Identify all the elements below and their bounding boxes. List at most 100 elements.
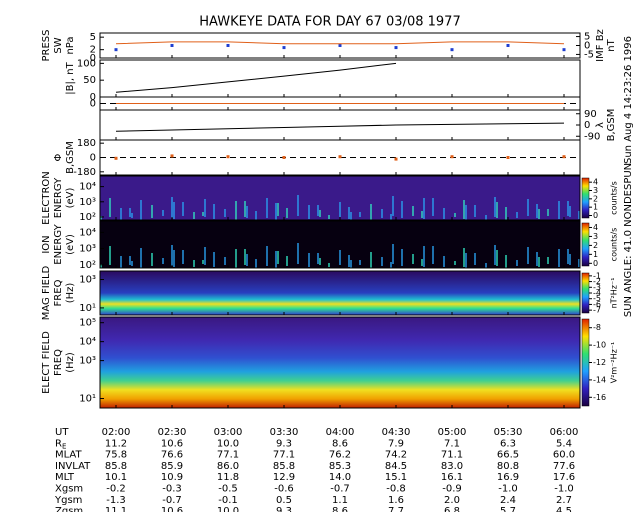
cell: -1.3	[106, 495, 126, 506]
cell: 7.1	[444, 438, 460, 449]
cell: 4.5	[556, 506, 572, 512]
streak	[558, 201, 560, 219]
y2-tick-label: 0	[584, 120, 590, 131]
streak	[538, 257, 540, 267]
row-label-sub: E	[62, 442, 66, 450]
colorbar-tick-label: -7	[593, 306, 601, 315]
cell: -0.8	[386, 484, 406, 495]
panel-label: ENERGY	[53, 177, 64, 218]
y-tick-label: 0	[90, 99, 96, 110]
colorbar-tick-label: -4	[593, 289, 601, 298]
colorbar-tick-label: -3	[593, 283, 601, 292]
panel-label: ELECTRON	[41, 171, 52, 225]
streak	[173, 250, 175, 267]
streak	[485, 215, 487, 220]
streak	[140, 248, 142, 268]
streak	[317, 205, 319, 216]
spectrogram	[100, 271, 580, 315]
colorbar-label: counts/s	[610, 181, 619, 215]
sun-angle: SUN ANGLE: 41.0 NONDESPUN	[623, 163, 634, 317]
colorbar-tick-label: 4	[593, 178, 598, 187]
cell: 9.3	[276, 506, 292, 512]
cell: -0.3	[162, 484, 182, 495]
streak	[151, 253, 153, 266]
colorbar	[581, 318, 590, 407]
data-point	[114, 156, 118, 160]
streak	[443, 256, 445, 267]
streak	[317, 253, 319, 264]
title: HAWKEYE DATA FOR DAY 67 03/08 1977	[199, 15, 460, 30]
right-label: B,GSM	[606, 109, 617, 142]
cell: -1.0	[554, 484, 574, 495]
y-tick-label: 10³	[79, 197, 96, 208]
panel-label: ION	[41, 235, 52, 253]
cell: 2.0	[444, 495, 460, 506]
streak	[182, 202, 184, 216]
streak	[129, 208, 131, 217]
cell: 11.1	[105, 506, 127, 512]
cell: 2.7	[556, 495, 572, 506]
cell: 15.1	[385, 472, 407, 483]
streak	[162, 258, 164, 264]
streak	[465, 205, 467, 220]
streak	[131, 213, 133, 218]
y-tick-label: 10³	[79, 244, 96, 255]
colorbar-tick-label: -8	[593, 323, 601, 332]
colorbar	[581, 272, 590, 314]
streak	[255, 211, 257, 220]
cell: 02:00	[102, 427, 131, 438]
cell: 11.8	[217, 472, 239, 483]
cell: 10.1	[105, 472, 127, 483]
streak	[319, 210, 321, 217]
y-tick-label: 50	[83, 75, 96, 86]
streak	[381, 209, 383, 218]
panel-label: FREQ	[53, 349, 64, 376]
streak	[339, 250, 341, 265]
colorbar	[581, 222, 590, 267]
cell: 06:00	[550, 427, 579, 438]
streak	[496, 202, 498, 218]
data-point	[114, 48, 118, 52]
colorbar-tick-label: 1	[593, 203, 598, 212]
y2-tick-label: -90	[584, 131, 600, 142]
colorbar	[581, 177, 590, 219]
streak	[266, 246, 268, 266]
data-point	[282, 156, 286, 159]
streak	[516, 212, 518, 218]
data-point	[394, 157, 398, 161]
colorbar-tick-label: 1	[593, 250, 598, 259]
streak	[527, 199, 529, 216]
streak	[348, 207, 350, 219]
spectrogram	[100, 317, 580, 408]
row-label: MLAT	[55, 450, 82, 461]
streak	[390, 214, 392, 220]
streak	[266, 198, 268, 218]
cell: 85.8	[273, 461, 295, 472]
colorbar-tick-label: -14	[593, 375, 606, 384]
colorbar-tick-label: 4	[593, 223, 598, 232]
streak	[277, 251, 279, 264]
streak	[547, 257, 549, 264]
streak	[370, 252, 372, 268]
cell: 7.7	[388, 506, 404, 512]
y2-tick-label: 5	[584, 32, 590, 43]
cell: 05:00	[438, 427, 467, 438]
y-tick-label: 10¹	[79, 303, 96, 314]
data-point	[282, 46, 286, 50]
data-point	[170, 44, 174, 47]
cell: 03:30	[270, 427, 299, 438]
streak	[319, 258, 321, 265]
streak	[423, 198, 425, 219]
y2-tick-label: -5	[584, 49, 594, 60]
streak	[204, 199, 206, 217]
streak	[308, 205, 310, 219]
data-line	[115, 41, 565, 45]
cell: 04:00	[326, 427, 355, 438]
y-tick-label: 10⁴	[79, 227, 96, 238]
streak	[286, 256, 288, 266]
data-point	[562, 155, 566, 159]
y-tick-label: 10⁴	[79, 182, 96, 193]
cell: 76.2	[329, 450, 351, 461]
streak	[569, 206, 571, 217]
